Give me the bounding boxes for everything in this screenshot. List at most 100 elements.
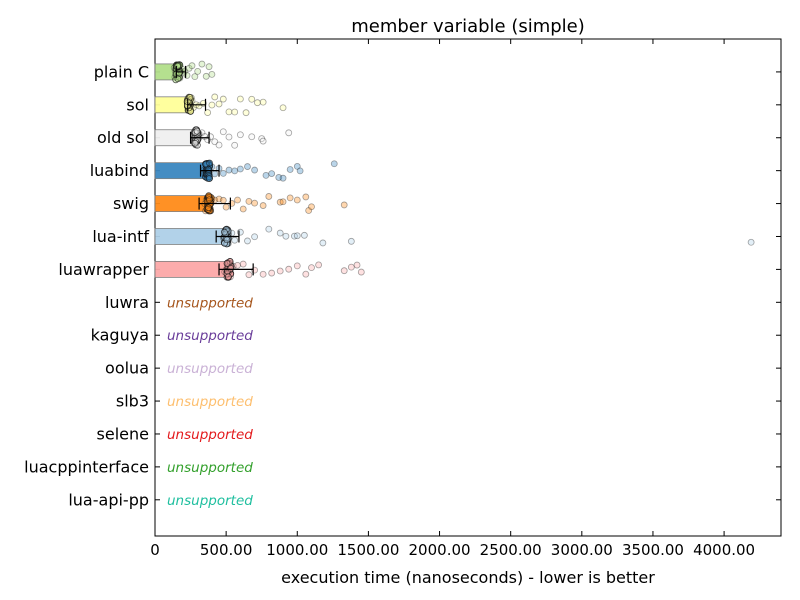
unsupported-label: unsupported xyxy=(167,460,253,476)
chart-title: member variable (simple) xyxy=(351,16,585,37)
sample-point xyxy=(276,229,284,237)
sample-point xyxy=(234,196,241,204)
x-tick-label: 2500.00 xyxy=(480,541,542,559)
sample-point xyxy=(223,259,231,267)
sample-point xyxy=(308,203,315,211)
sample-point xyxy=(302,193,310,201)
sample-point xyxy=(293,163,301,170)
sample-point xyxy=(245,271,253,279)
sample-point xyxy=(282,232,290,240)
sample-point xyxy=(236,228,244,236)
sample-point xyxy=(223,236,231,244)
sample-point xyxy=(268,170,276,177)
sample-point xyxy=(206,159,213,167)
sample-point xyxy=(251,166,258,174)
sample-point xyxy=(275,174,283,181)
x-axis-label: execution time (nanoseconds) - lower is … xyxy=(281,568,655,587)
sample-point xyxy=(175,69,183,77)
sample-point xyxy=(276,267,284,275)
sample-point xyxy=(198,60,206,68)
sample-point xyxy=(319,239,327,247)
sample-point xyxy=(279,198,287,206)
sample-point xyxy=(293,262,301,270)
plot-area: 0 500.00 1000.00 1500.00 2000.00 2500.00 3000.… xyxy=(24,38,782,559)
sample-point xyxy=(219,95,227,103)
sample-point xyxy=(239,260,247,268)
sample-point xyxy=(211,170,219,178)
sample-point xyxy=(293,196,301,204)
sample-point xyxy=(302,270,310,278)
sample-point xyxy=(221,228,228,236)
sample-point xyxy=(357,268,365,276)
sample-point xyxy=(208,101,216,109)
sample-point xyxy=(347,263,355,271)
x-tick-label: 500.00 xyxy=(200,541,253,559)
sample-point xyxy=(211,138,219,146)
category-label: luawrapper xyxy=(58,260,149,279)
sample-point xyxy=(202,72,210,80)
category-label: luacppinterface xyxy=(24,457,149,476)
sample-point xyxy=(206,196,213,204)
category-label: oolua xyxy=(105,359,149,378)
x-tick-label: 0 xyxy=(150,541,160,559)
sample-point xyxy=(286,194,294,202)
category-label: lua-intf xyxy=(92,227,149,246)
sample-point xyxy=(224,273,232,281)
sample-point xyxy=(231,167,239,175)
sample-point xyxy=(265,225,273,233)
category-label: selene xyxy=(97,424,149,443)
sample-point xyxy=(259,270,267,278)
category-label: sol xyxy=(126,95,149,114)
sample-point xyxy=(194,67,202,75)
sample-point xyxy=(191,139,199,147)
sample-point xyxy=(285,129,293,137)
sample-point xyxy=(183,72,191,79)
unsupported-label: unsupported xyxy=(167,394,253,410)
sample-point xyxy=(276,198,284,206)
bar xyxy=(154,162,209,180)
sample-point xyxy=(225,108,233,116)
sample-point xyxy=(330,160,338,168)
sample-point xyxy=(205,204,212,212)
sample-point xyxy=(205,63,213,71)
plot-frame xyxy=(154,38,782,537)
unsupported-label: unsupported xyxy=(167,361,253,377)
unsupported-label: unsupported xyxy=(167,295,253,311)
sample-point xyxy=(254,99,261,107)
x-tick-label: 3500.00 xyxy=(622,541,684,559)
sample-point xyxy=(251,199,258,207)
unsupported-label: unsupported xyxy=(167,427,253,443)
sample-point xyxy=(207,133,214,141)
sample-point xyxy=(225,166,233,174)
sample-point xyxy=(231,141,239,149)
sample-point xyxy=(204,109,212,116)
sample-point xyxy=(242,109,250,117)
sample-point xyxy=(239,205,247,213)
sample-point xyxy=(234,261,241,269)
sample-point xyxy=(248,133,256,141)
sample-point xyxy=(211,93,219,101)
sample-point xyxy=(340,201,348,209)
sample-point xyxy=(308,264,315,272)
sample-point xyxy=(305,207,313,214)
category-label: old sol xyxy=(97,128,149,147)
sample-point xyxy=(259,202,267,209)
sample-point xyxy=(340,267,348,275)
sample-point xyxy=(191,73,199,81)
sample-point xyxy=(219,169,227,177)
sample-point xyxy=(244,237,251,245)
sample-point xyxy=(279,174,287,182)
sample-point xyxy=(347,237,355,245)
unsupported-label: unsupported xyxy=(167,328,253,344)
sample-point xyxy=(747,238,755,246)
sample-point xyxy=(227,264,235,272)
sample-point xyxy=(285,265,293,273)
category-label: luabind xyxy=(90,161,149,180)
category-label: plain C xyxy=(94,62,149,81)
sample-point xyxy=(258,135,266,142)
sample-point xyxy=(244,163,251,170)
sample-point xyxy=(286,166,294,173)
sample-point xyxy=(236,95,244,103)
sample-point xyxy=(296,167,304,175)
